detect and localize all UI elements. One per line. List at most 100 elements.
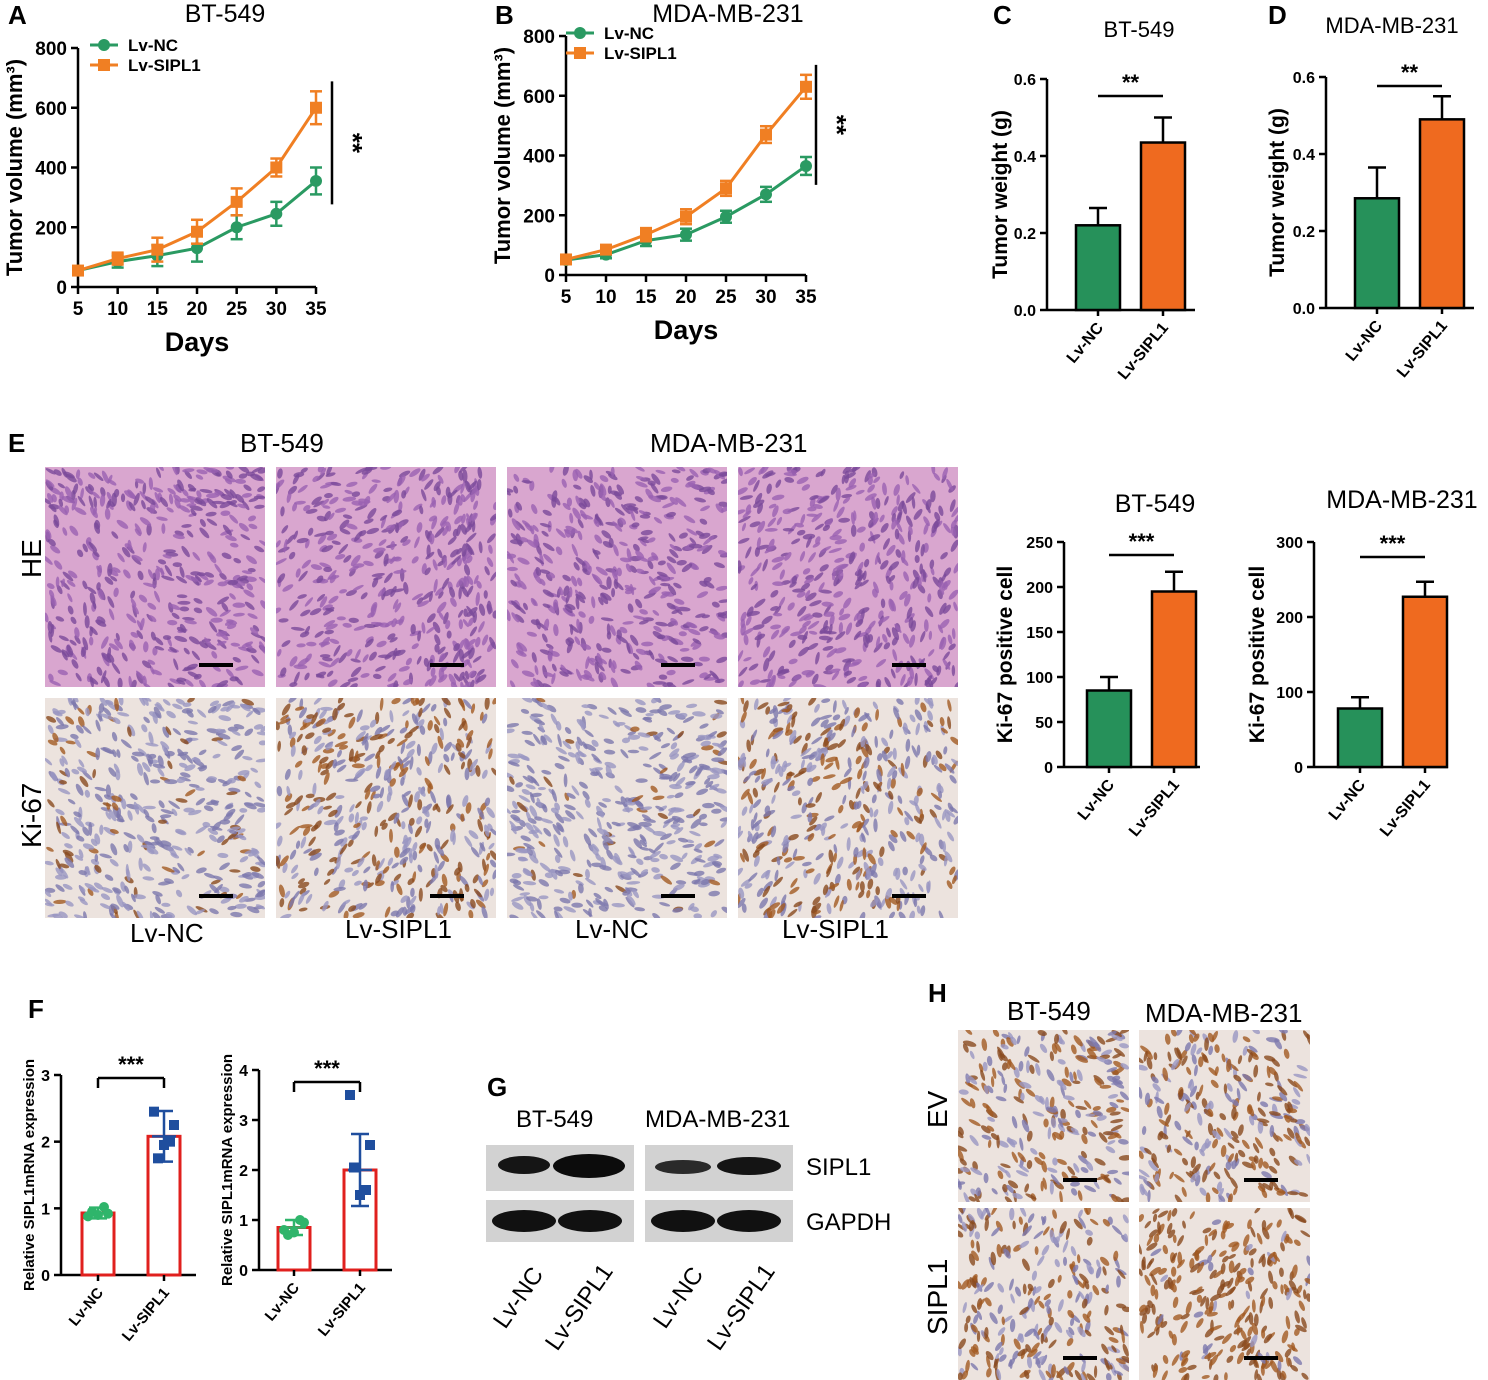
ihc-tile-2 [1139,1030,1310,1202]
y-tick-label: 600 [35,99,67,120]
tumor-volume-chart-bt549: 0 200 400 600 800 5 10 15 20 25 30 35 Days Tumor volu… [2,0,368,357]
scatter-point [153,1153,163,1164]
x-tick-label: Lv-NC [1326,776,1370,823]
legend-label: Lv-NC [128,36,178,55]
y-axis-title: Ki-67 positive cell [994,566,1017,743]
ki67-chart-bt549: 0 50 100 150 200 250 Ki-67 positive cell BT-549… [994,490,1200,840]
x-tick-label: Lv-SIPL1 [119,1285,173,1345]
y-axis-title: Relative SIPL1mRNA expression [219,1054,236,1286]
chart-title: BT-549 [1115,490,1196,518]
x-tick-label: 35 [305,299,327,320]
y-tick-label: 0.2 [1014,226,1036,243]
x-tick-label: 20 [186,299,207,320]
legend-label: Lv-NC [604,24,654,43]
x-tick-label: 5 [561,287,572,308]
data-point [560,253,572,266]
y-tick-label: 0.0 [1293,301,1315,318]
y-tick-label: 0 [544,266,555,287]
g-col-header-bt549: BT-549 [516,1106,594,1133]
e-bottom-label-3: Lv-NC [575,914,649,944]
data-point [680,210,692,223]
ihc-tile-1 [958,1030,1129,1202]
micrograph-he-3 [507,467,727,687]
scale-bar [892,894,926,898]
scale-bar [430,894,464,898]
significance-label: *** [118,1052,144,1077]
significance-label: *** [1380,531,1406,556]
h-col-header-mdamb231: MDA-MB-231 [1145,998,1303,1028]
data-point [600,243,612,256]
h-row-label-ev: EV [922,1090,953,1128]
chart-title: MDA-MB-231 [1326,486,1477,514]
y-tick-label: 0.0 [1014,303,1036,320]
g-band-label-sipl1: SIPL1 [806,1154,872,1181]
y-tick-label: 200 [1026,580,1053,597]
data-point [191,242,203,255]
scatter-point [289,1227,299,1238]
e-bottom-label-2: Lv-SIPL1 [345,914,452,944]
g-lane-label-1: Lv-NC [488,1262,550,1334]
legend-marker [98,59,110,71]
data-point [72,264,84,277]
tumor-weight-chart-mdamb231: 0.0 0.2 0.4 0.6 Tumor weight (g) MDA-MB-231 Lv… [1266,13,1474,381]
data-point [270,161,283,174]
y-axis-title: Tumor weight (g) [1266,108,1289,277]
x-tick-label: Lv-SIPL1 [1377,777,1434,840]
y-tick-label: 2 [41,1135,50,1152]
e-bottom-label-1: Lv-NC [130,918,204,948]
scatter-point [345,1090,355,1100]
x-tick-label: 20 [675,287,696,308]
micrograph-ki-67-1 [45,698,265,918]
panel-label-b: B [495,0,514,30]
x-tick-label: 15 [635,287,657,308]
scatter-point [295,1215,305,1225]
chart-title: BT-549 [1104,17,1175,42]
x-tick-label: Lv-NC [262,1280,304,1325]
y-tick-label: 0 [239,1263,248,1280]
scale-bar [892,663,926,667]
x-axis-title: Days [165,327,230,357]
legend-marker [574,27,586,39]
y-tick-label: 400 [523,147,555,168]
chart-title: BT-549 [185,0,266,28]
x-tick-label: 15 [147,299,169,320]
bar-Lv-SIPL1 [1150,590,1198,769]
data-point [720,182,732,195]
y-tick-label: 100 [1026,670,1053,687]
x-tick-label: 25 [226,299,248,320]
scale-bar [1244,1356,1278,1360]
x-tick-label: Lv-NC [1064,319,1108,366]
micrograph-he-4 [738,467,958,687]
y-axis-title: Tumor weight (g) [989,110,1012,279]
ki67-chart-mdamb231: 0 100 200 300 Ki-67 positive cell MDA-MB-231 L… [1246,486,1478,840]
y-tick-label: 600 [523,87,555,108]
ihc-tile-3 [958,1208,1129,1380]
data-point [720,210,732,223]
h-col-header-bt549: BT-549 [1007,996,1091,1026]
scatter-point [169,1120,179,1130]
y-tick-label: 0.4 [1014,149,1036,166]
significance-label: *** [314,1056,340,1081]
y-tick-label: 4 [239,1063,248,1080]
y-tick-label: 0.6 [1293,70,1315,87]
data-point [800,159,812,172]
y-axis-title: Tumor volume (mm³) [2,59,27,276]
blot-gapdh-mdamb231 [645,1200,793,1242]
scale-bar [661,894,695,898]
y-tick-label: 0 [56,278,67,299]
y-tick-label: 800 [523,27,555,48]
scatter-point [159,1140,169,1150]
micrograph-ki-67-4 [738,698,958,918]
significance-label: ** [1401,60,1419,85]
y-tick-label: 1 [41,1201,50,1218]
scatter-point [365,1140,375,1150]
scale-bar [1063,1178,1097,1182]
scatter-point [349,1162,359,1173]
y-tick-label: 50 [1035,715,1053,732]
e-row-label-he: HE [16,539,47,578]
x-tick-label: Lv-SIPL1 [315,1280,369,1340]
y-tick-label: 3 [239,1113,248,1130]
micrograph-ki-67-2 [276,698,496,918]
blot-sipl1-mdamb231 [645,1145,793,1191]
